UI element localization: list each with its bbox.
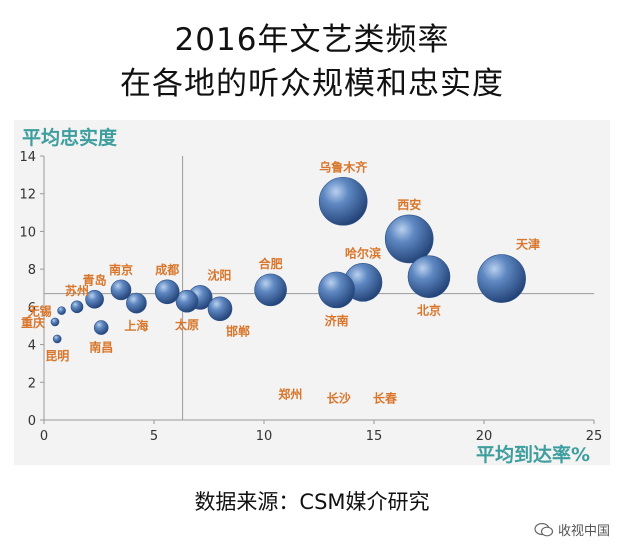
y-tick-label: 6 bbox=[28, 301, 36, 316]
bubble-青岛 bbox=[85, 290, 104, 309]
x-tick-label: 10 bbox=[256, 429, 273, 444]
bubble-昆明 bbox=[52, 334, 62, 344]
data-source: 数据来源：CSM媒介研究 bbox=[194, 490, 430, 514]
bubble-南京 bbox=[110, 279, 132, 301]
data-label-邯郸: 邯郸 bbox=[226, 324, 250, 339]
x-tick-label: 20 bbox=[476, 429, 493, 444]
data-label-长春: 长春 bbox=[373, 390, 398, 405]
y-tick-label: 0 bbox=[28, 414, 36, 429]
y-tick-label: 8 bbox=[28, 263, 36, 278]
y-tick-label: 2 bbox=[28, 376, 36, 391]
data-label-北京: 北京 bbox=[417, 303, 441, 318]
bubble-西安 bbox=[384, 214, 434, 264]
bubble-乌鲁木齐 bbox=[318, 176, 368, 226]
watermark-text: 收视中国 bbox=[557, 524, 610, 539]
data-label-南京: 南京 bbox=[109, 262, 133, 277]
data-label-太原: 太原 bbox=[175, 317, 199, 332]
data-label-郑州: 郑州 bbox=[278, 387, 302, 402]
y-tick-label: 4 bbox=[28, 339, 36, 354]
x-tick-label: 15 bbox=[366, 429, 383, 444]
data-label-长沙: 长沙 bbox=[327, 390, 351, 405]
x-axis-title: 平均到达率% bbox=[476, 444, 591, 466]
data-label-上海: 上海 bbox=[124, 318, 148, 333]
bubble-北京 bbox=[407, 255, 451, 298]
y-tick-label: 10 bbox=[19, 225, 36, 240]
y-tick-label: 12 bbox=[19, 188, 36, 203]
bubble-天津 bbox=[477, 254, 526, 303]
data-label-沈阳: 沈阳 bbox=[207, 267, 231, 282]
bubble-成都 bbox=[154, 279, 180, 305]
bubble-南昌 bbox=[93, 320, 109, 335]
bubble-上海 bbox=[126, 292, 147, 314]
x-tick-label: 0 bbox=[40, 429, 48, 444]
bubble-合肥 bbox=[254, 273, 287, 307]
watermark: 收视中国 bbox=[534, 520, 610, 539]
bubble-重庆 bbox=[50, 317, 60, 327]
chart-title-line1: 2016年文艺类频率 bbox=[174, 22, 450, 58]
bubble-苏州 bbox=[70, 300, 84, 314]
data-label-西安: 西安 bbox=[397, 197, 421, 212]
chart-title-line2: 在各地的听众规模和忠实度 bbox=[120, 66, 504, 102]
data-label-苏州: 苏州 bbox=[65, 283, 89, 298]
data-label-成都: 成都 bbox=[155, 262, 179, 277]
data-label-青岛: 青岛 bbox=[83, 272, 107, 287]
x-tick-label: 25 bbox=[586, 429, 603, 444]
data-label-昆明: 昆明 bbox=[45, 349, 69, 363]
chart-panel: 0 2 4 6 8 10 12 14 0 5 10 15 20 25 乌鲁木齐西安天津北京 哈尔滨济南 合肥沈… bbox=[14, 120, 610, 465]
x-tick-label: 5 bbox=[150, 429, 158, 444]
bubble-太原 bbox=[175, 289, 199, 313]
data-label-哈尔滨: 哈尔滨 bbox=[345, 245, 381, 260]
data-label-无锡: 无锡 bbox=[27, 304, 52, 319]
wechat-icon bbox=[534, 522, 554, 536]
bubble-邯郸 bbox=[207, 296, 233, 322]
data-label-天津: 天津 bbox=[516, 237, 540, 252]
data-label-济南: 济南 bbox=[325, 313, 349, 328]
data-label-合肥: 合肥 bbox=[259, 256, 283, 271]
y-tick-label: 14 bbox=[19, 150, 36, 165]
y-axis-title: 平均忠实度 bbox=[22, 127, 118, 149]
data-label-乌鲁木齐: 乌鲁木齐 bbox=[319, 159, 368, 174]
bubble-济南 bbox=[318, 271, 355, 309]
bubble-无锡 bbox=[57, 306, 66, 315]
data-label-南昌: 南昌 bbox=[89, 340, 113, 355]
data-label-重庆: 重庆 bbox=[21, 315, 45, 330]
